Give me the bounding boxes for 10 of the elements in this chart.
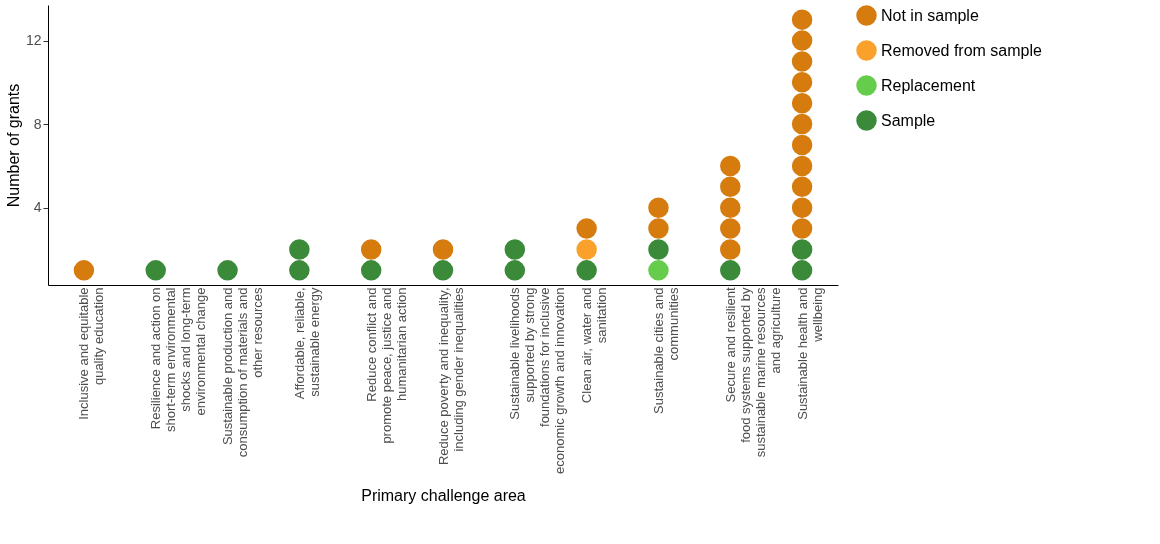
legend-label: Removed from sample	[881, 41, 1043, 59]
y-tick-label: 4	[33, 199, 42, 216]
y-tick-label: 8	[33, 115, 42, 132]
legend-label: Not in sample	[881, 6, 979, 24]
x-axis-title: Primary challenge area	[361, 486, 526, 504]
x-tick-label: Inclusive and equitable quality education	[76, 287, 107, 420]
y-tick-label: 12	[25, 32, 42, 49]
legend-label: Replacement	[881, 76, 976, 94]
y-axis-title: Number of grants	[4, 83, 22, 208]
legend-label: Sample	[881, 111, 936, 129]
